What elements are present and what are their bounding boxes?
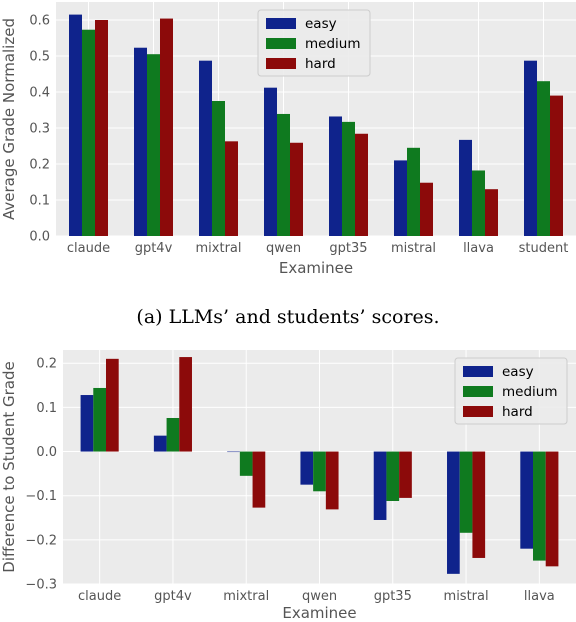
x-axis-label: Examinee — [279, 259, 353, 277]
chart-1: 0.0 0.1 0.2 0.3 0.4 0.5 0.6 claude gpt4v mixtral q… — [0, 2, 576, 277]
bar-hard-mistral — [472, 451, 486, 558]
bar-medium-llava — [472, 170, 485, 236]
bar-easy-mixtral — [199, 60, 212, 237]
y-tick-label: 0.2 — [36, 357, 57, 372]
y-tick-label: 0.4 — [29, 86, 50, 101]
bar-medium-claude — [82, 29, 95, 236]
bar-hard-gpt4v — [160, 18, 173, 237]
bar-medium-mixtral — [239, 451, 253, 476]
legend: easy medium hard — [454, 357, 568, 425]
legend-swatch-hard — [266, 58, 296, 69]
bar-medium-mistral — [407, 147, 420, 236]
legend: easy medium hard — [257, 9, 371, 77]
bar-medium-student — [537, 81, 550, 236]
bar-hard-qwen — [325, 451, 339, 510]
legend-label-hard: hard — [502, 404, 533, 420]
bar-easy-qwen — [300, 451, 314, 485]
bar-hard-gpt35 — [355, 133, 368, 236]
bar-medium-gpt35 — [386, 451, 400, 501]
bar-medium-llava — [533, 451, 546, 561]
y-tick-label: 0.5 — [29, 50, 50, 65]
legend-swatch-medium — [463, 386, 493, 397]
legend-label-hard: hard — [305, 56, 336, 72]
bar-easy-gpt35 — [373, 451, 387, 520]
bar-easy-qwen — [264, 87, 277, 237]
bar-hard-gpt35 — [399, 451, 412, 498]
bar-easy-student — [524, 60, 537, 237]
bar-medium-gpt4v — [147, 54, 160, 237]
bar-medium-gpt35 — [342, 121, 355, 236]
y-tick-label: 0.3 — [29, 122, 50, 137]
chart-2: −0.3 −0.2 −0.1 0.0 0.1 0.2 claude gpt4v mixtral q… — [0, 350, 576, 622]
bar-easy-gpt35 — [329, 116, 342, 236]
x-tick-label: gpt4v — [135, 241, 173, 256]
x-tick-label: mixtral — [223, 589, 269, 604]
bar-medium-qwen — [277, 113, 290, 236]
bar-hard-mixtral — [225, 141, 238, 236]
x-tick-label: mixtral — [196, 241, 242, 256]
legend-label-medium: medium — [305, 36, 360, 52]
legend-swatch-easy — [266, 18, 296, 29]
legend-label-easy: easy — [502, 364, 534, 380]
bar-easy-gpt4v — [134, 47, 147, 236]
y-tick-label: 0.2 — [29, 158, 50, 173]
bar-medium-mistral — [459, 451, 473, 533]
bar-hard-student — [550, 95, 563, 236]
bar-hard-claude — [105, 358, 119, 452]
bar-hard-gpt4v — [179, 357, 192, 452]
y-tick-label: 0.6 — [29, 14, 50, 29]
legend-swatch-medium — [266, 38, 296, 49]
x-tick-label: mistral — [391, 241, 436, 256]
x-tick-label: qwen — [302, 589, 337, 604]
x-tick-label: claude — [78, 589, 121, 604]
legend-swatch-hard — [463, 406, 493, 417]
bar-easy-claude — [80, 395, 94, 452]
bar-easy-mistral — [447, 451, 460, 574]
y-axis-label: Average Grade Normalized — [0, 18, 18, 220]
bar-easy-mistral — [394, 160, 407, 236]
bar-hard-qwen — [290, 142, 303, 236]
x-tick-label: mistral — [444, 589, 489, 604]
legend-swatch-easy — [463, 366, 493, 377]
x-tick-label: gpt35 — [329, 241, 367, 256]
legend-label-medium: medium — [502, 384, 557, 400]
y-tick-label: −0.3 — [25, 578, 57, 593]
bar-easy-llava — [459, 139, 472, 236]
bar-medium-mixtral — [212, 101, 225, 236]
bar-hard-mixtral — [252, 451, 266, 508]
y-tick-label: 0.0 — [29, 230, 50, 245]
bar-hard-llava — [545, 451, 559, 567]
x-tick-label: llava — [463, 241, 494, 256]
x-tick-label: qwen — [266, 241, 301, 256]
bar-easy-gpt4v — [153, 435, 167, 452]
x-tick-label: llava — [524, 589, 555, 604]
bar-hard-mistral — [420, 182, 433, 236]
legend-label-easy: easy — [305, 16, 337, 32]
bar-hard-llava — [485, 189, 498, 236]
y-tick-label: 0.1 — [36, 401, 57, 416]
bar-hard-claude — [95, 20, 108, 236]
x-tick-label: gpt4v — [154, 589, 192, 604]
bar-easy-mixtral — [227, 451, 240, 453]
x-tick-label: gpt35 — [374, 589, 412, 604]
bar-medium-qwen — [313, 451, 326, 492]
y-tick-label: −0.2 — [25, 533, 57, 548]
y-tick-label: −0.1 — [25, 489, 57, 504]
bar-easy-llava — [520, 451, 534, 549]
x-tick-label: student — [519, 241, 569, 256]
x-tick-label: claude — [67, 241, 110, 256]
x-axis-label: Examinee — [282, 604, 356, 622]
figure-caption: (a) LLMs’ and students’ scores. — [136, 306, 440, 328]
bar-medium-gpt4v — [166, 417, 180, 452]
bar-medium-claude — [93, 387, 106, 452]
y-axis-label: Difference to Student Grade — [0, 361, 18, 572]
y-tick-label: 0.0 — [36, 445, 57, 460]
bar-easy-claude — [69, 14, 82, 236]
y-tick-label: 0.1 — [29, 194, 50, 209]
